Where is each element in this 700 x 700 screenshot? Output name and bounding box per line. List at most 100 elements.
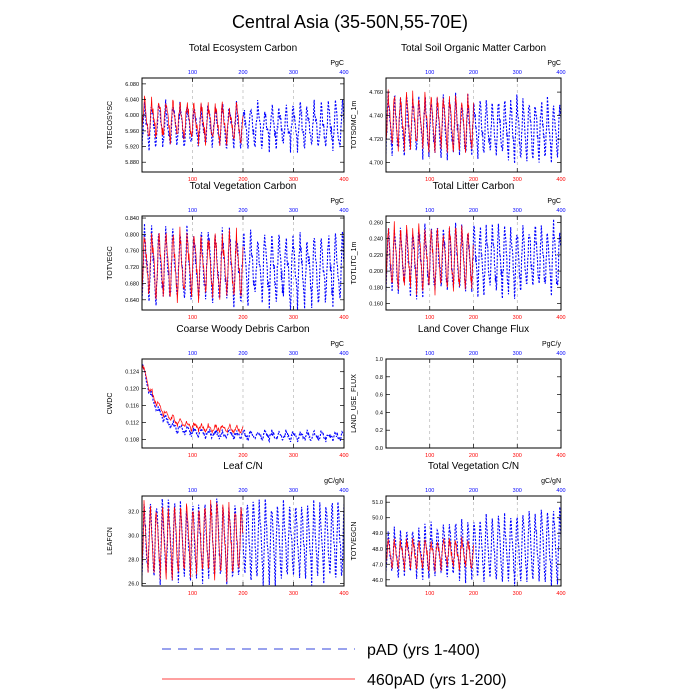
y-tick-label: 6.000 (125, 113, 139, 119)
y-tick-label: 47.0 (372, 562, 383, 568)
series-line-pad (386, 506, 561, 586)
top-x-tick-label: 400 (339, 488, 348, 494)
top-x-tick-label: 300 (513, 488, 522, 494)
top-x-tick-label: 300 (513, 351, 522, 357)
y-tick-label: 5.920 (125, 145, 139, 151)
panel-units: PgC (330, 341, 344, 348)
y-tick-label: 0.0 (375, 446, 383, 452)
chart-panel-totecosysc: Total Ecosystem Carbon PgC 5.880 5.920 5.960… (107, 43, 349, 183)
x-tick-label: 200 (238, 315, 247, 321)
panel-units: PgC (330, 198, 344, 205)
chart-panel-totvegc: Total Vegetation Carbon PgC 0.640 0.680 0.72… (107, 181, 349, 321)
y-tick-label: 0.120 (125, 387, 139, 393)
x-tick-label: 200 (469, 591, 478, 597)
x-tick-label: 400 (556, 315, 565, 321)
top-x-tick-label: 300 (289, 351, 298, 357)
x-tick-label: 100 (188, 591, 197, 597)
y-tick-label: 0.180 (369, 285, 383, 291)
y-axis-label: TOTLITC_1m (351, 242, 358, 285)
y-tick-label: 32.0 (128, 510, 139, 516)
top-x-tick-label: 400 (556, 70, 565, 76)
panel-units: gC/gN (541, 478, 561, 485)
top-x-tick-label: 100 (425, 488, 434, 494)
top-x-tick-label: 300 (513, 70, 522, 76)
top-x-tick-label: 400 (556, 208, 565, 214)
y-tick-label: 0.220 (369, 253, 383, 259)
y-tick-label: 0.260 (369, 220, 383, 226)
series-line-460pad (386, 89, 474, 153)
y-tick-label: 1.0 (375, 357, 383, 363)
x-tick-label: 100 (188, 453, 197, 459)
y-tick-label: 0.4 (375, 410, 383, 416)
y-tick-label: 0.108 (125, 438, 139, 444)
x-tick-label: 200 (469, 177, 478, 183)
top-x-tick-label: 400 (339, 208, 348, 214)
series-line-460pad (142, 95, 244, 147)
x-tick-label: 300 (513, 315, 522, 321)
top-x-tick-label: 200 (469, 208, 478, 214)
top-x-tick-label: 100 (188, 351, 197, 357)
y-axis-label: TOTVEGC (107, 246, 114, 280)
panel-title: Total Vegetation Carbon (190, 181, 297, 192)
y-tick-label: 0.124 (125, 370, 139, 376)
panel-units: PgC (547, 198, 561, 205)
panel-title: Total Litter Carbon (433, 181, 515, 192)
top-x-tick-label: 200 (238, 351, 247, 357)
y-tick-label: 50.0 (372, 516, 383, 522)
y-tick-label: 4.700 (369, 161, 383, 167)
legend-label-pad: pAD (yrs 1-400) (367, 642, 480, 659)
series-line-460pad (386, 536, 474, 572)
panel-title: Land Cover Change Flux (418, 324, 529, 335)
y-tick-label: 6.040 (125, 98, 139, 104)
x-tick-label: 300 (513, 591, 522, 597)
panel-title: Total Vegetation C/N (428, 461, 519, 472)
y-axis-label: TOTVEGCN (351, 522, 358, 561)
y-tick-label: 0.680 (125, 281, 139, 287)
y-tick-label: 4.760 (369, 90, 383, 96)
y-axis-label: LEAFCN (107, 527, 114, 555)
panel-title: Leaf C/N (223, 461, 262, 472)
series-line-460pad (142, 226, 244, 304)
legend: pAD (yrs 1-400) 460pAD (yrs 1-200) (162, 642, 507, 689)
y-axis-label: TOTECOSYSC (107, 101, 114, 149)
x-tick-label: 300 (513, 177, 522, 183)
series-line-460pad (142, 365, 244, 435)
x-tick-label: 400 (339, 177, 348, 183)
x-tick-label: 300 (289, 453, 298, 459)
y-tick-label: 0.6 (375, 393, 383, 399)
top-x-tick-label: 300 (289, 70, 298, 76)
top-x-tick-label: 400 (339, 351, 348, 357)
x-tick-label: 400 (556, 453, 565, 459)
y-tick-label: 28.0 (128, 558, 139, 564)
top-x-tick-label: 400 (556, 351, 565, 357)
top-x-tick-label: 300 (289, 208, 298, 214)
top-x-tick-label: 200 (238, 70, 247, 76)
x-tick-label: 200 (238, 453, 247, 459)
panel-title: Total Ecosystem Carbon (189, 43, 297, 54)
x-tick-label: 300 (289, 315, 298, 321)
top-x-tick-label: 100 (425, 351, 434, 357)
x-tick-label: 100 (425, 315, 434, 321)
x-tick-label: 400 (339, 453, 348, 459)
y-tick-label: 4.720 (369, 137, 383, 143)
y-axis-label: LAND_USE_FLUX (351, 374, 358, 433)
chart-panel-land_use_flux: Land Cover Change Flux PgC/y 0.0 0.2 0.4 0.6 0… (351, 324, 566, 459)
chart-panel-totlitc: Total Litter Carbon PgC 0.160 0.180 0.200 0.2… (351, 181, 566, 321)
top-x-tick-label: 200 (469, 70, 478, 76)
y-tick-label: 0.2 (375, 428, 383, 434)
x-tick-label: 200 (469, 315, 478, 321)
y-tick-label: 4.740 (369, 114, 383, 120)
panel-units: gC/gN (324, 478, 344, 485)
chart-panel-leafcn: Leaf C/N gC/gN 26.0 28.0 30.0 32.0 100 200 300 40… (107, 461, 349, 597)
y-tick-label: 0.760 (125, 249, 139, 255)
panel-title: Coarse Woody Debris Carbon (176, 324, 309, 335)
panel-units: PgC/y (542, 341, 562, 348)
x-tick-label: 100 (425, 453, 434, 459)
top-x-tick-label: 400 (339, 70, 348, 76)
panel-title: Total Soil Organic Matter Carbon (401, 43, 546, 54)
y-tick-label: 26.0 (128, 582, 139, 588)
x-tick-label: 400 (339, 315, 348, 321)
top-x-tick-label: 100 (425, 70, 434, 76)
chart-panel-cwdc: Coarse Woody Debris Carbon PgC 0.108 0.112 0… (107, 324, 349, 459)
